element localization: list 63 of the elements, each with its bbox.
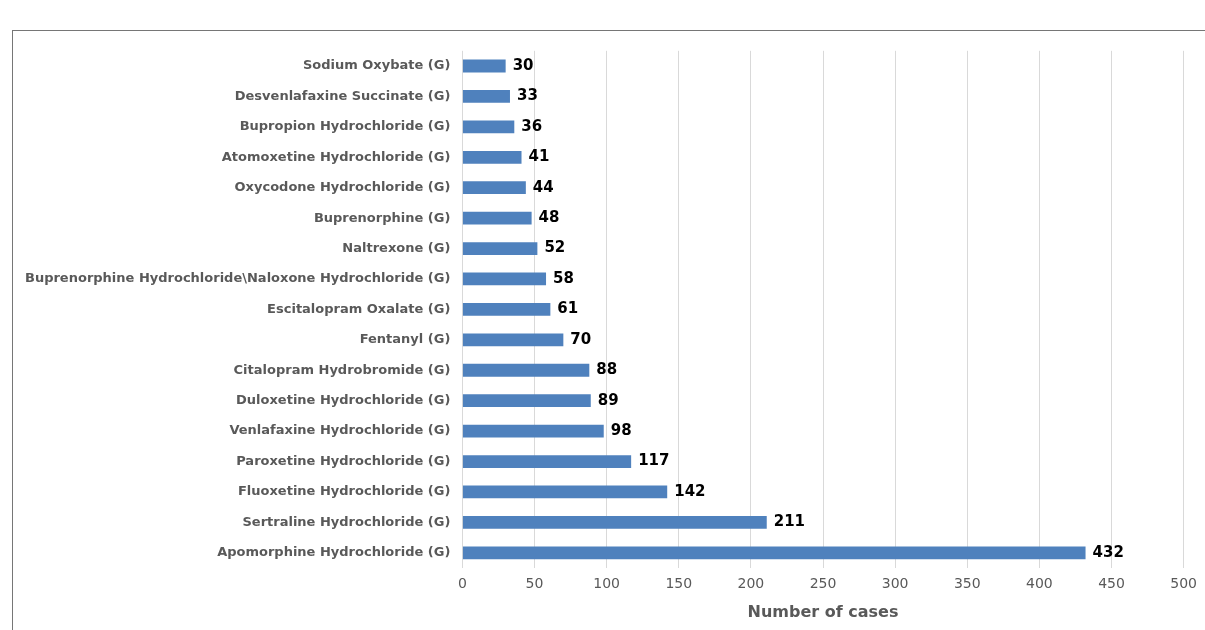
x-tick-label: 500 xyxy=(1170,575,1198,592)
data-label: 117 xyxy=(638,451,670,470)
bar xyxy=(462,546,1086,560)
data-label: 89 xyxy=(597,390,619,409)
bar xyxy=(462,272,547,286)
data-label: 30 xyxy=(512,55,534,74)
bar xyxy=(462,211,532,225)
data-label: 98 xyxy=(610,420,632,439)
bar xyxy=(462,424,604,438)
y-tick-label: Escitalopram Oxalate (G) xyxy=(267,300,451,316)
y-tick-label: Fluoxetine Hydrochloride (G) xyxy=(237,483,451,499)
y-tick-label: Buprenorphine (G) xyxy=(313,209,451,225)
x-tick-label: 450 xyxy=(1098,575,1125,592)
x-tick-label: 150 xyxy=(665,575,693,592)
data-label: 44 xyxy=(532,177,554,196)
y-tick-label: Oxycodone Hydrochloride (G) xyxy=(234,179,451,195)
y-tick-label: Desvenlafaxine Succinate (G) xyxy=(234,87,451,103)
bar xyxy=(462,90,510,103)
y-tick-label: Bupropion Hydrochloride (G) xyxy=(239,118,451,134)
y-tick-label: Duloxetine Hydrochloride (G) xyxy=(236,392,451,408)
x-tick-label: 300 xyxy=(881,575,909,592)
data-label: 58 xyxy=(553,268,574,287)
bar xyxy=(462,120,515,134)
data-label: 88 xyxy=(596,360,618,379)
x-tick-label: 0 xyxy=(457,575,467,592)
bar xyxy=(462,363,590,377)
y-tick-label: Buprenorphine Hydrochloride\Naloxone Hydrochloride (G) xyxy=(24,270,451,286)
y-tick-label: Venlafaxine Hydrochloride (G) xyxy=(229,422,451,438)
bar xyxy=(462,59,506,73)
data-label: 432 xyxy=(1092,542,1124,561)
x-tick-label: 100 xyxy=(593,575,620,592)
y-tick-label: Fentanyl (G) xyxy=(359,331,451,347)
data-label: 142 xyxy=(674,481,706,500)
data-label: 211 xyxy=(773,512,806,531)
x-tick-label: 200 xyxy=(737,575,765,592)
data-label: 61 xyxy=(557,299,579,318)
bar xyxy=(462,515,767,529)
x-tick-label: 250 xyxy=(809,575,837,592)
data-label: 70 xyxy=(570,329,592,348)
y-tick-label: Sodium Oxybate (G) xyxy=(302,57,451,73)
x-axis-title: Number of cases xyxy=(747,601,899,621)
y-tick-label: Atomoxetine Hydrochloride (G) xyxy=(221,148,451,164)
bar xyxy=(462,303,551,316)
data-label: 52 xyxy=(544,238,566,257)
bar xyxy=(462,333,564,347)
y-tick-label: Naltrexone (G) xyxy=(342,239,451,255)
data-label: 36 xyxy=(521,116,543,135)
bar xyxy=(462,242,538,255)
bar xyxy=(462,394,591,408)
y-tick-label: Sertraline Hydrochloride (G) xyxy=(242,513,451,529)
data-label: 33 xyxy=(516,86,538,105)
data-label: 41 xyxy=(528,147,550,166)
bar xyxy=(462,181,526,195)
bar xyxy=(462,150,522,164)
x-tick-label: 50 xyxy=(525,575,544,592)
y-tick-label: Paroxetine Hydrochloride (G) xyxy=(236,452,451,468)
data-label: 48 xyxy=(538,208,560,227)
y-tick-label: Apomorphine Hydrochloride (G) xyxy=(217,544,451,560)
x-tick-label: 350 xyxy=(953,575,981,592)
y-tick-label: Citalopram Hydrobromide (G) xyxy=(233,361,451,377)
bar xyxy=(462,485,668,499)
bar xyxy=(462,455,632,468)
x-tick-label: 400 xyxy=(1026,575,1053,592)
